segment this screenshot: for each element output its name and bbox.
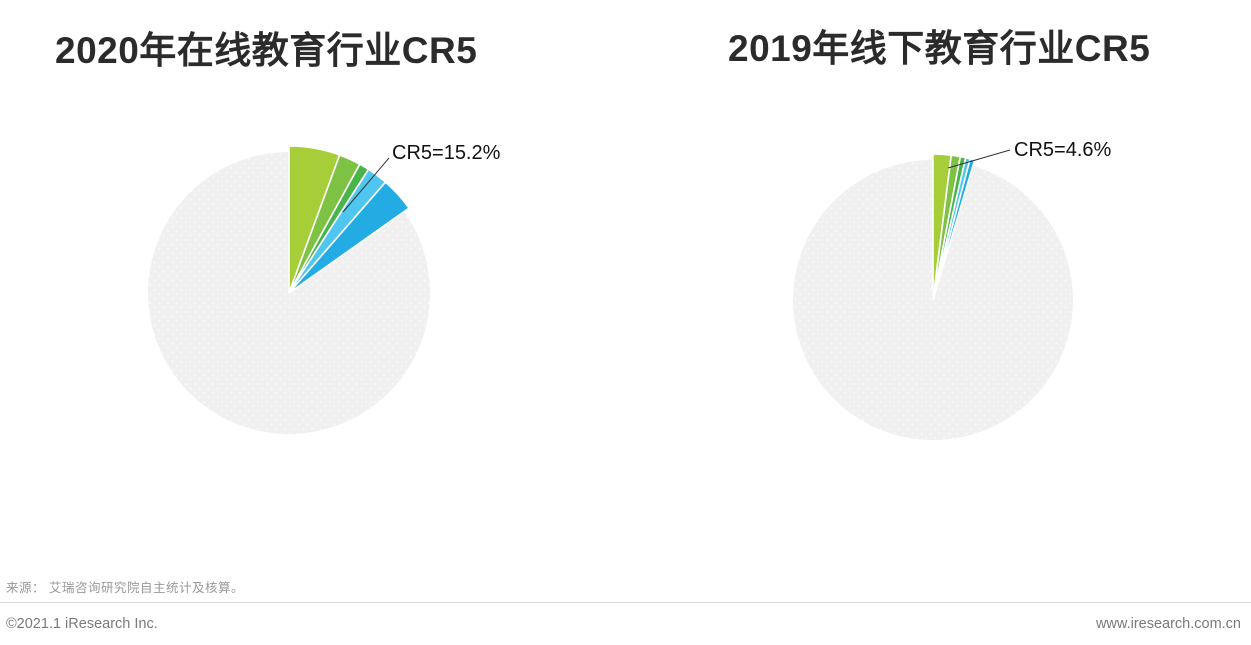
right-pie-svg xyxy=(793,149,1073,440)
website-link[interactable]: www.iresearch.com.cn xyxy=(1095,616,1241,632)
callout-line xyxy=(342,157,390,213)
right-cr5-annotation: CR5=4.6% xyxy=(1014,139,1112,161)
pie-slice xyxy=(288,180,411,294)
copyright-text: ©2021.1 iResearch Inc. xyxy=(6,616,158,632)
left-pie-svg xyxy=(148,145,430,434)
source-note: 来源： 艾瑞咨询研究院自主统计及核算。 xyxy=(6,581,244,595)
callout-line xyxy=(947,149,1011,169)
left-chart-title: 2020年在线教育行业CR5 xyxy=(55,30,478,71)
left-pie-chart: CR5=15.2% xyxy=(130,130,670,470)
footer-bar: ©2021.1 iResearch Inc. www.iresearch.com… xyxy=(0,603,1251,645)
right-pie-chart: CR5=4.6% xyxy=(780,130,1250,470)
left-cr5-annotation: CR5=15.2% xyxy=(392,142,501,164)
right-chart-title: 2019年线下教育行业CR5 xyxy=(728,28,1151,69)
footer-divider xyxy=(0,602,1251,603)
